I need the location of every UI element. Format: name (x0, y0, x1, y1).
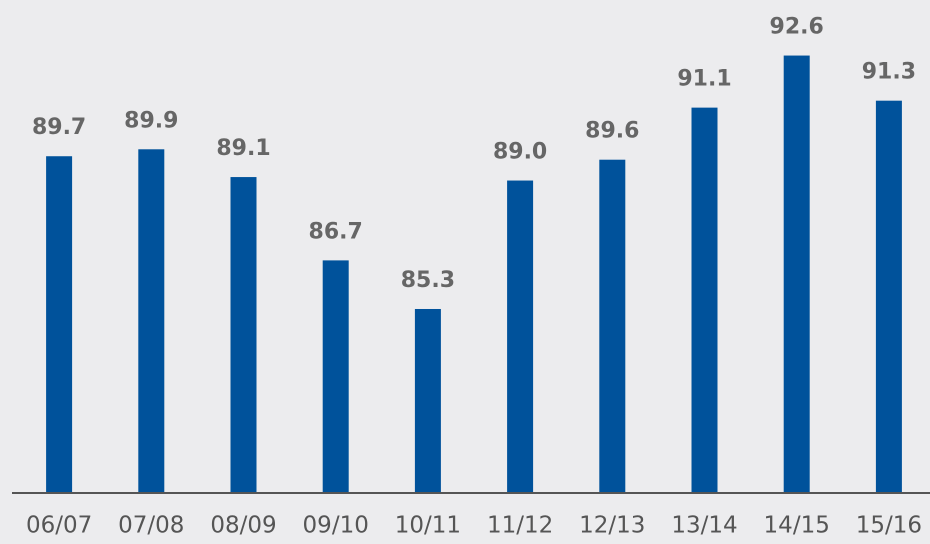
data-label: 89.1 (216, 136, 270, 161)
data-label: 89.6 (585, 119, 639, 144)
x-tick-label: 11/12 (487, 513, 553, 539)
x-tick-label: 14/15 (764, 513, 830, 539)
x-tick-label: 09/10 (303, 513, 369, 539)
bar (46, 156, 73, 493)
data-label: 92.6 (770, 15, 824, 40)
bar (507, 180, 534, 493)
data-label: 89.9 (124, 108, 178, 133)
x-tick-label: 06/07 (26, 513, 92, 539)
x-tick-label: 07/08 (118, 513, 184, 539)
data-label: 91.3 (862, 60, 916, 85)
bar (414, 308, 441, 493)
x-tick-label: 12/13 (579, 513, 645, 539)
data-label: 89.0 (493, 140, 547, 165)
bar (783, 55, 810, 494)
data-label: 86.7 (309, 219, 363, 244)
x-tick-label: 15/16 (856, 513, 922, 539)
bar (875, 100, 902, 493)
bar (230, 177, 257, 493)
data-label: 91.1 (677, 67, 731, 92)
bar (138, 149, 165, 493)
x-tick-label: 10/11 (395, 513, 461, 539)
data-label: 85.3 (401, 268, 455, 293)
bar (691, 107, 718, 493)
x-tick-label: 13/14 (671, 513, 737, 539)
data-label: 89.7 (32, 115, 86, 140)
bar (599, 159, 626, 493)
bar (322, 260, 349, 493)
x-tick-label: 08/09 (210, 513, 276, 539)
